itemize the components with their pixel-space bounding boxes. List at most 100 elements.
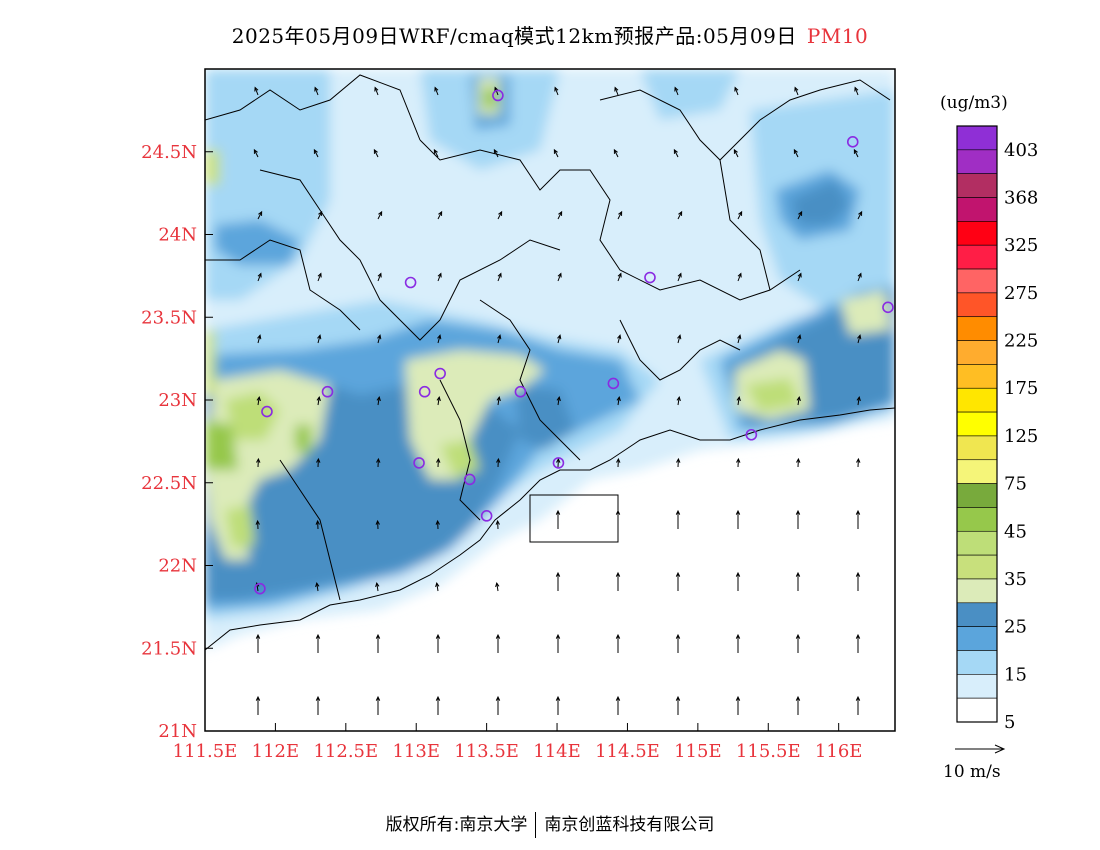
wind-arrow (314, 87, 319, 96)
wind-arrow (257, 273, 262, 282)
wind-arrow-head (856, 457, 861, 463)
wind-arrow (377, 273, 382, 282)
wind-arrow-head (734, 86, 739, 92)
wind-arrow (557, 273, 562, 282)
wind-arrow (437, 397, 440, 406)
wind-arrow-head (735, 695, 741, 701)
wind-arrow (497, 273, 502, 282)
wind-arrow-head (433, 148, 438, 154)
wind-arrow-head (497, 272, 502, 278)
wind-arrow (493, 149, 499, 158)
wind-arrow-head (373, 148, 378, 154)
wind-arrow-head (795, 633, 801, 639)
wind-arrow-head (555, 695, 561, 701)
wind-arrow (436, 583, 439, 592)
lon-tick-label: 112E (252, 741, 300, 762)
wind-arrow (617, 273, 622, 282)
colorbar-label: 5 (1004, 712, 1015, 733)
wind-arrow (496, 583, 499, 592)
wind-arrow-head (493, 148, 498, 154)
lat-tick-label: 23N (158, 390, 197, 411)
wind-arrow (257, 211, 263, 220)
wind-arrow-head (617, 334, 622, 340)
lon-tick-label: 115E (674, 741, 722, 762)
wind-arrow (737, 211, 743, 220)
wind-arrow-head (675, 695, 681, 701)
wind-arrow-head (377, 272, 382, 278)
wind-arrow (853, 149, 859, 158)
wind-scale-label: 10 m/s (943, 762, 1001, 782)
wind-arrow-head (496, 457, 501, 463)
wind-arrow (734, 87, 739, 96)
wind-arrow (433, 149, 439, 158)
wind-arrow-head (855, 633, 861, 639)
wind-arrow (437, 211, 443, 220)
wind-arrow-head (555, 633, 561, 639)
wind-arrow-head (796, 395, 801, 402)
wind-arrow-head (853, 148, 858, 154)
wind-arrow-head (797, 334, 802, 340)
lat-tick-label: 22.5N (141, 473, 197, 494)
colorbar-label: 75 (1004, 474, 1027, 495)
station-marker (463, 473, 476, 486)
wind-arrow-head (554, 86, 559, 92)
wind-arrow-head (678, 210, 683, 216)
wind-arrow-head (738, 210, 743, 216)
wind-arrow-head (436, 457, 441, 463)
wind-arrow-head (557, 272, 562, 278)
colorbar-swatch (956, 221, 998, 246)
wind-arrow-head (315, 633, 321, 639)
wind-arrow-head (733, 148, 738, 154)
lon-tick-label: 113.5E (454, 741, 519, 762)
colorbar-swatch (956, 459, 998, 484)
wind-arrow (497, 397, 500, 406)
colorbar-label: 175 (1004, 378, 1038, 399)
longitude-axis: 111.5E 112E 112.5E 113E 113.5E 114E 114.5E 115E… (173, 723, 862, 762)
wind-arrow-head (795, 695, 801, 701)
colorbar-swatch (956, 697, 998, 723)
wind-arrow (376, 583, 379, 592)
wind-arrow-head (855, 509, 861, 515)
colorbar-swatch (956, 602, 998, 627)
wind-arrow (317, 397, 320, 406)
colorbar-label: 225 (1004, 331, 1038, 352)
colorbar-swatch (956, 340, 998, 365)
station-marker (261, 405, 273, 418)
colorbar-swatch (956, 530, 998, 556)
wind-arrow-head (737, 272, 742, 278)
wind-arrow-head (857, 334, 862, 340)
wind-arrow-head (256, 457, 261, 463)
wind-arrow-head (375, 519, 380, 525)
station-marker (254, 582, 266, 595)
wind-arrow (317, 335, 321, 344)
wind-vectors (253, 86, 863, 715)
station-marker (846, 136, 859, 148)
wind-arrow (317, 273, 322, 282)
colorbar-label: 368 (1004, 188, 1038, 209)
wind-arrow-head (677, 272, 682, 278)
wind-arrow (677, 273, 682, 282)
station-marker (745, 428, 758, 441)
wind-arrow-head (793, 148, 798, 154)
colorbar-swatch (956, 554, 998, 580)
colorbar-swatch (956, 483, 998, 508)
wind-arrow-head (675, 571, 681, 577)
wind-arrow (317, 211, 323, 220)
colorbar-label: 35 (1004, 569, 1027, 590)
wind-arrow-head (553, 148, 558, 154)
wind-arrow (617, 335, 621, 344)
wind-arrow-head (613, 148, 618, 154)
wind-arrow-head (795, 509, 801, 515)
wind-arrow-head (435, 581, 440, 588)
pollutant-label: PM10 (806, 24, 869, 48)
wind-arrow (434, 87, 439, 96)
wind-arrow-head (437, 334, 442, 340)
wind-arrow-head (675, 509, 681, 515)
station-marker (492, 89, 504, 102)
colorbar-label: 15 (1004, 664, 1027, 685)
wind-arrow (617, 211, 623, 220)
wind-arrow-head (436, 395, 441, 402)
wind-arrow-head (737, 334, 742, 340)
lat-tick-label: 24.5N (141, 142, 197, 163)
wind-arrow (313, 149, 319, 158)
